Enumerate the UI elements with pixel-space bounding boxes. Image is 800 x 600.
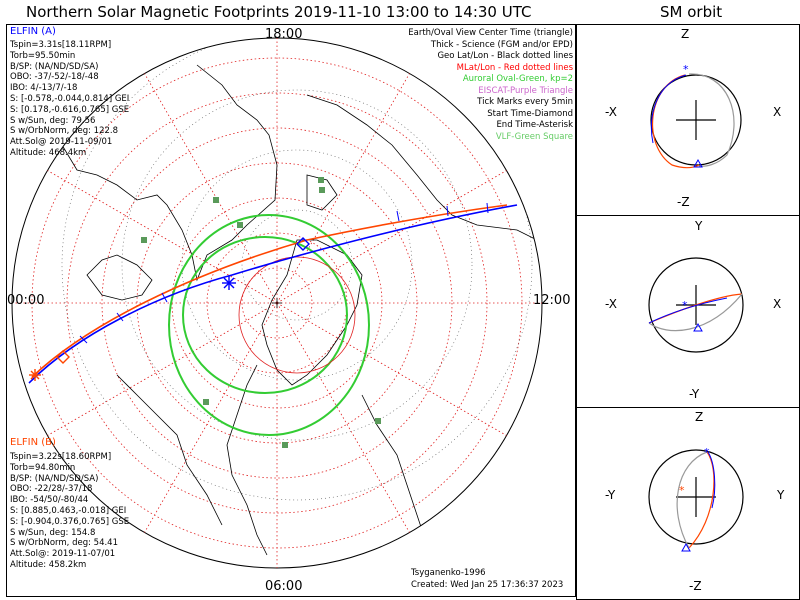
legend-item: Start Time-Diamond — [487, 108, 573, 119]
orbit-panel-yz: Z -Z -Y Y * * — [576, 407, 800, 600]
elfin-b-track — [31, 204, 508, 378]
coastlines — [61, 64, 538, 556]
legend-item: Geo Lat/Lon - Black dotted lines — [437, 51, 573, 61]
legend-item: Auroral Oval-Green, kp=2 — [462, 74, 573, 84]
orbit-plot-yz: * * — [648, 446, 744, 552]
page-title: Northern Solar Magnetic Footprints 2019-… — [26, 3, 532, 21]
elfin-a-info-line: Att.Sol@ 2019-11-09/01 — [10, 137, 113, 148]
elfin-b-info-line: Tspin=3.22s[18.60RPM] — [10, 452, 112, 462]
orbit-axis-bottom: -Z — [677, 195, 690, 209]
elfin-b-end-asterisk — [29, 369, 41, 381]
hour-label-bottom: 06:00 — [265, 579, 303, 594]
hour-label-right: 12:00 — [533, 293, 571, 308]
orbit-panel-xy: Y -Y -X X * — [576, 215, 800, 408]
mlon-line — [276, 73, 410, 304]
elfin-a-info-line: S: [0.178,-0.616,0.765] GSE — [10, 104, 130, 115]
mlon-line — [276, 302, 507, 436]
elfin-a-ticks — [79, 202, 489, 344]
elfin-a-info-line: S w/Sun, deg: 79.56 — [10, 115, 96, 126]
elfin-a-info-line: OBO: -37/-52/-18/-48 — [10, 72, 99, 83]
map-center-cross — [272, 298, 282, 308]
svg-text:*: * — [682, 299, 688, 312]
elfin-b-info-line: S w/Sun, deg: 154.8 — [10, 527, 96, 538]
orbit-panel-xz: Z -Z -X X * — [576, 24, 800, 216]
geo-grid — [61, 38, 533, 501]
elfin-a-track — [28, 204, 518, 384]
orbit-plot-xz: * — [650, 63, 742, 169]
elfin-a-info-line: B/SP: (NA/ND/SD/SA) — [10, 61, 99, 72]
elfin-b-name: ELFIN (B) — [10, 437, 56, 448]
elfin-a-info-line: Tspin=3.31s[18.11RPM] — [10, 40, 112, 50]
legend-item: Earth/Oval View Center Time (triangle) — [408, 28, 573, 38]
elfin-b-info-line: B/SP: (NA/ND/SD/SA) — [10, 473, 99, 484]
elfin-b-info-line: S: [-0.904,0.376,0.765] GSE — [10, 516, 130, 527]
orbit-title: SM orbit — [660, 3, 723, 21]
footprint-map — [11, 37, 543, 569]
elfin-a-info-line: Altitude: 468.4km — [10, 148, 87, 158]
elfin-b-info-line: Att.Sol@: 2019-11-07/01 — [10, 549, 116, 560]
svg-text:*: * — [683, 63, 689, 76]
elfin-a-end-asterisk — [222, 276, 236, 290]
elfin-b-info-line: S: [0.885,0.463,-0.018] GEI — [10, 506, 127, 516]
model-credit: Tsyganenko-1996 — [411, 568, 486, 578]
mlon-line — [144, 302, 278, 533]
legend-item: End Time-Asterisk — [496, 120, 573, 130]
elfin-b-info-line: IBO: -54/50/-80/44 — [10, 495, 89, 506]
legend-item: VLF-Green Square — [495, 131, 573, 142]
auroral-oval-inner — [182, 236, 348, 394]
orbit-axis-left: -X — [605, 297, 617, 311]
elfin-a-start-diamond — [296, 237, 310, 251]
mlon-line — [276, 302, 410, 533]
hour-label-top: 18:00 — [265, 27, 303, 42]
legend-item: Thick - Science (FGM and/or EPD) — [430, 39, 573, 50]
elfin-a-info-line: S: [-0.578,-0.044,0.814] GEI — [10, 94, 130, 104]
orbit-axis-right: X — [773, 297, 782, 311]
orbit-axis-top: Y — [695, 219, 703, 233]
orbit-axis-left: -Y — [605, 488, 616, 502]
orbit-axis-bottom: -Y — [689, 387, 700, 401]
mlon-line — [276, 170, 507, 304]
svg-text:*: * — [679, 484, 685, 497]
orbit-plot-xy: * — [648, 257, 744, 353]
vlf-stations — [141, 177, 381, 448]
elfin-a-info-line: Torb=95.50min — [10, 50, 76, 61]
mlon-line — [47, 302, 278, 436]
legend-item: Tick Marks every 5min — [477, 97, 573, 107]
elfin-a-info-line: S w/OrbNorm, deg: 122.8 — [10, 126, 119, 137]
created-timestamp: Created: Wed Jan 25 17:36:37 2023 — [411, 580, 564, 590]
mlon-line — [144, 73, 278, 304]
mlon-line — [47, 170, 278, 304]
elfin-b-info-line: Torb=94.80min — [10, 462, 76, 473]
svg-text:*: * — [704, 446, 710, 459]
orbit-axis-right: X — [773, 105, 782, 119]
elfin-a-name: ELFIN (A) — [10, 26, 56, 37]
elfin-b-info-line: OBO: -22/28/-37/18 — [10, 484, 93, 495]
legend-item: EISCAT-Purple Triangle — [478, 85, 573, 96]
hour-label-left: 00:00 — [7, 293, 45, 308]
orbit-axis-right: Y — [777, 488, 785, 502]
polar-cap-circle — [238, 256, 356, 374]
orbit-axis-bottom: -Z — [689, 579, 702, 593]
elfin-b-info-line: S w/OrbNorm, deg: 54.41 — [10, 538, 119, 549]
orbit-axis-top: Z — [681, 27, 690, 41]
legend-item: MLat/Lon - Red dotted lines — [456, 62, 573, 73]
auroral-oval-outer — [168, 214, 370, 436]
elfin-a-info-line: IBO: 4/-13/7/-18 — [10, 83, 78, 94]
elfin-b-start-diamond — [56, 350, 70, 364]
footprint-map-panel: 18:00 00:00 12:00 06:00 ELFIN (A) Tspin=… — [6, 24, 576, 597]
orbit-axis-top: Z — [695, 410, 704, 424]
orbit-axis-left: -X — [605, 105, 617, 119]
elfin-b-info-line: Altitude: 458.2km — [10, 560, 87, 570]
